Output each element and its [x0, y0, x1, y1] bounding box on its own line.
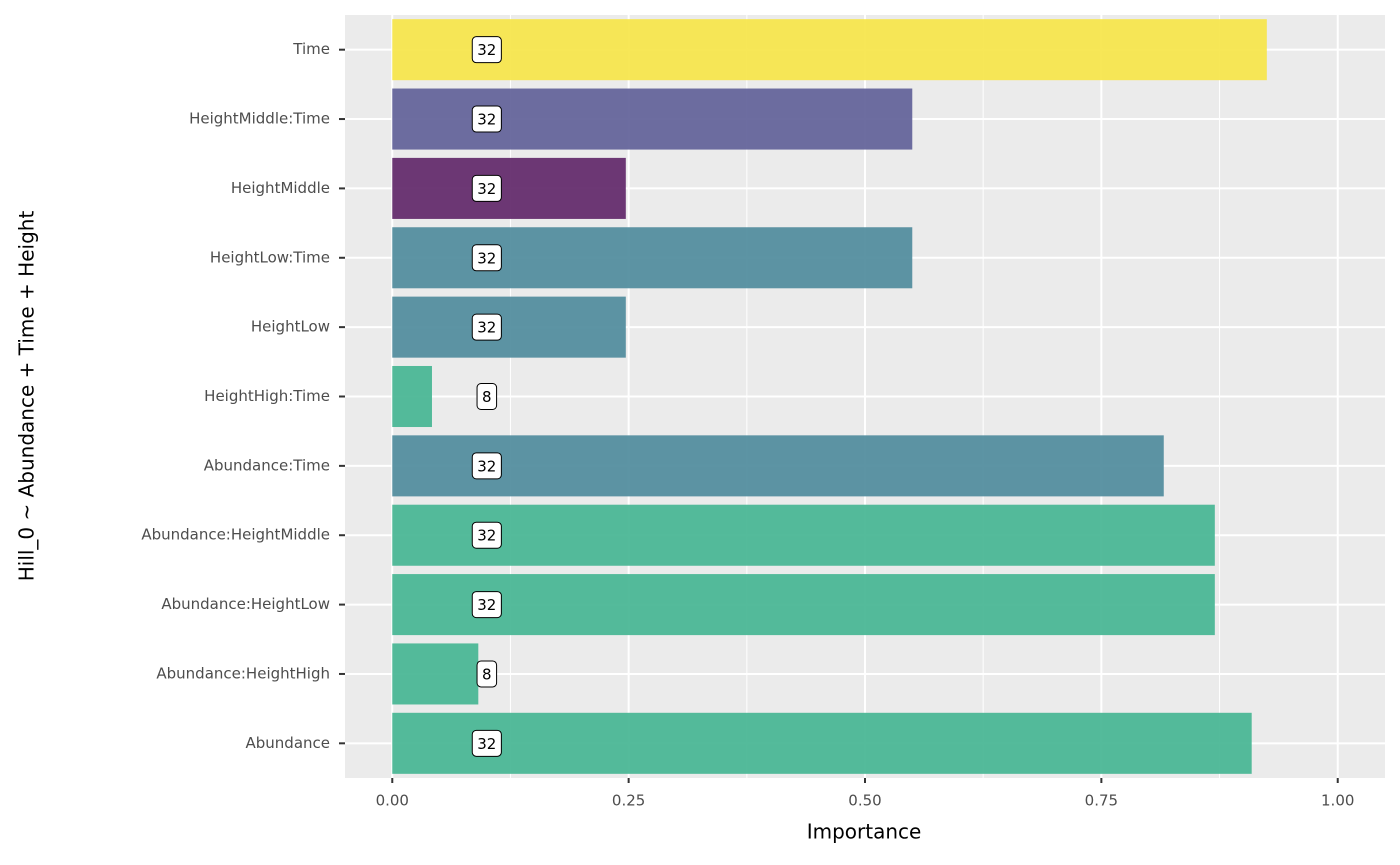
count-badge: 32: [471, 105, 502, 133]
count-box: [471, 174, 502, 202]
count-box: [476, 660, 498, 688]
y-tick-label: HeightMiddle:Time: [189, 110, 330, 128]
bar: [392, 157, 626, 219]
count-badge: 8: [476, 383, 498, 410]
y-tick-label: HeightHigh:Time: [204, 387, 330, 405]
bar: [392, 365, 432, 428]
count-label: 32: [477, 596, 496, 614]
bar: [392, 296, 626, 358]
bar: [392, 88, 913, 150]
count-label: 8: [482, 665, 492, 683]
x-tick-label: 0.75: [1085, 792, 1118, 810]
count-badge: 32: [471, 313, 502, 341]
y-axis-title: Hill_0 ~ Abundance + Time + Height: [15, 211, 39, 582]
bar: [392, 643, 479, 705]
count-badge: 32: [471, 36, 502, 64]
y-tick-label: Abundance: [246, 734, 331, 752]
count-badge: 32: [471, 729, 502, 757]
count-badge: 8: [476, 660, 498, 688]
bar: [392, 574, 1215, 636]
bar: [392, 712, 1252, 774]
count-label: 32: [477, 457, 496, 475]
y-tick-label: Abundance:HeightHigh: [156, 664, 330, 682]
x-tick-label: 0.50: [848, 792, 881, 810]
x-axis-title: Importance: [807, 820, 922, 844]
count-badge: 32: [471, 452, 502, 480]
bar: [392, 435, 1164, 497]
x-tick-label: 1.00: [1321, 792, 1354, 810]
count-label: 32: [477, 111, 496, 129]
y-tick-label: Abundance:HeightMiddle: [141, 526, 330, 544]
x-tick-label: 0.00: [376, 792, 409, 810]
count-label: 32: [477, 180, 496, 198]
count-box: [476, 383, 498, 410]
bar: [392, 227, 913, 289]
count-box: [471, 36, 502, 64]
count-box: [471, 452, 502, 480]
y-tick-label: HeightMiddle: [231, 179, 330, 197]
count-label: 32: [477, 527, 496, 545]
x-tick-label: 0.25: [612, 792, 645, 810]
count-badge: 32: [471, 591, 502, 619]
count-label: 32: [477, 735, 496, 753]
count-box: [471, 313, 502, 341]
bar: [392, 19, 1267, 81]
count-badge: 32: [471, 244, 502, 272]
count-badge: 32: [471, 521, 502, 549]
y-tick-label: Abundance:HeightLow: [161, 595, 330, 613]
count-box: [471, 591, 502, 619]
y-tick-label: HeightLow:Time: [210, 248, 330, 266]
y-tick-label: HeightLow: [251, 318, 330, 336]
count-badge: 32: [471, 174, 502, 202]
count-label: 8: [482, 388, 492, 406]
count-box: [471, 244, 502, 272]
count-label: 32: [477, 41, 496, 59]
count-box: [471, 729, 502, 757]
bar: [392, 504, 1215, 566]
count-label: 32: [477, 319, 496, 337]
y-tick-label: Abundance:Time: [204, 456, 330, 474]
count-label: 32: [477, 249, 496, 267]
count-box: [471, 105, 502, 133]
count-box: [471, 521, 502, 549]
y-tick-label: Time: [292, 40, 330, 58]
